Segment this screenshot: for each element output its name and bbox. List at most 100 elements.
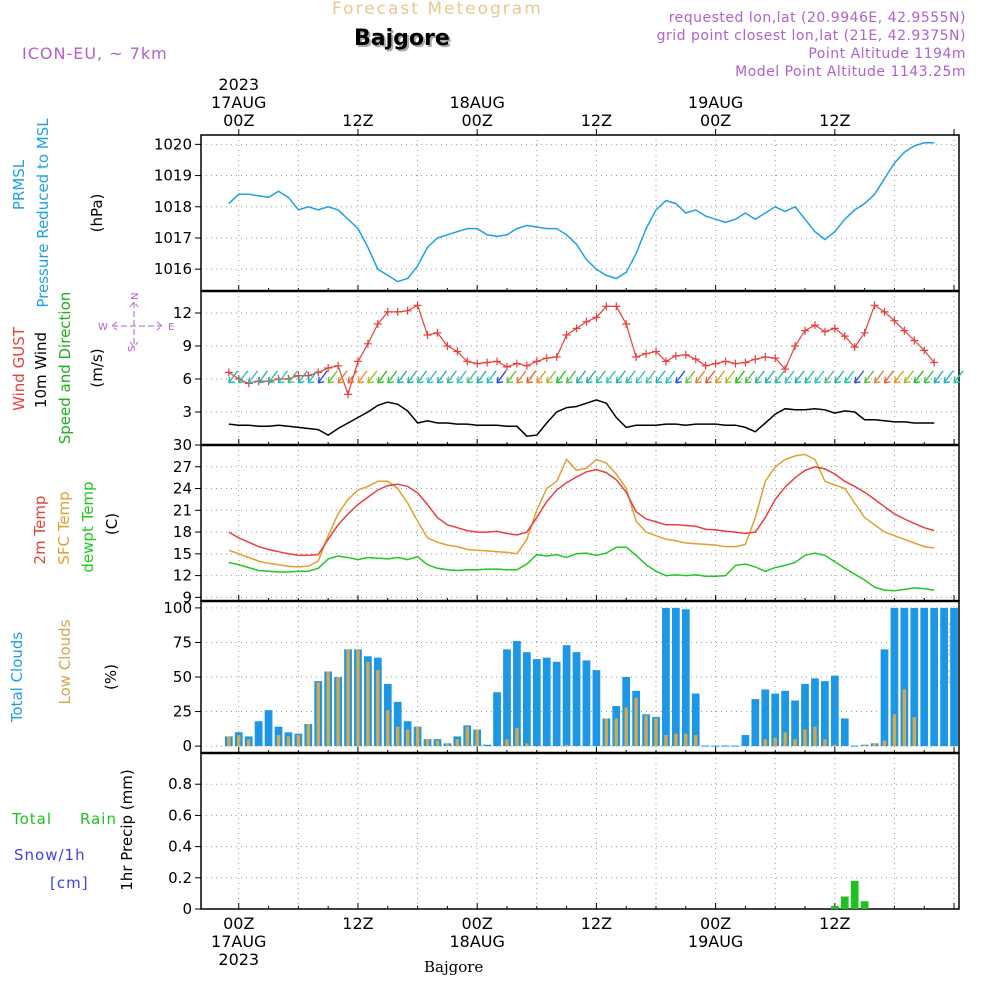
wind-direction-arrowhead [615, 376, 623, 384]
low-cloud-bar [694, 735, 698, 747]
wind-direction-arrow [675, 370, 686, 384]
clouds-label-total: Total Clouds [8, 632, 26, 724]
wind-direction-arrowhead [516, 376, 524, 384]
wind-direction-arrow [605, 370, 616, 384]
gust-marker [671, 351, 680, 360]
low-cloud-bar [823, 739, 827, 747]
top-time-label: 17AUG [211, 93, 266, 112]
gust-marker [860, 328, 869, 337]
wind-direction-arrow [327, 370, 338, 384]
wind-direction-arrow [357, 370, 368, 384]
gust-marker [801, 326, 810, 335]
low-cloud-bar [614, 718, 618, 747]
total-cloud-bar [880, 649, 889, 747]
gust-marker [691, 355, 700, 364]
total-cloud-bar [940, 607, 948, 747]
wind-direction-arrowhead [277, 376, 285, 384]
wind-direction-arrow [307, 370, 318, 384]
gust-marker [632, 353, 641, 361]
gust-marker [344, 390, 353, 399]
low-cloud-bar [405, 729, 410, 747]
wind-direction-arrowhead [406, 376, 414, 384]
wind-direction-arrowhead [476, 376, 484, 384]
temp-label-unit: (C) [103, 513, 121, 535]
gust-marker [473, 359, 482, 368]
panel-4: 0 0.2 0.4 0.6 0.8 [168, 752, 960, 918]
y-tick-label: 21 [173, 501, 192, 519]
gust-marker [363, 339, 372, 348]
bottom-time-label: 12Z [819, 914, 850, 933]
wind-direction-arrowhead [784, 376, 792, 384]
low-cloud-bar [664, 735, 668, 747]
wind-direction-arrowhead [556, 376, 563, 384]
gust-marker [791, 342, 800, 350]
wind-direction-arrowhead [933, 376, 941, 384]
rain-bar [840, 896, 849, 909]
total-cloud-bar [930, 607, 939, 747]
wind-direction-arrow [297, 370, 308, 384]
low-cloud-bar [465, 726, 469, 747]
wind-direction-arrow [734, 370, 745, 384]
y-tick-label: 0.4 [168, 838, 192, 856]
low-cloud-bar [515, 728, 519, 747]
gust-marker [572, 324, 581, 333]
low-cloud-bar [634, 697, 638, 747]
y-tick-label: 75 [173, 633, 192, 651]
wind-direction-arrow [476, 370, 487, 384]
model-name: ICON-EU, ~ 7km [22, 44, 168, 63]
low-cloud-bar [237, 735, 241, 747]
low-cloud-bar [366, 661, 370, 747]
gust-marker [612, 302, 621, 311]
compass-north: N [130, 293, 141, 300]
gust-marker [334, 361, 343, 370]
top-time-label: 19AUG [688, 93, 743, 112]
wind-direction-arrowhead [645, 376, 653, 384]
wind-direction-arrow [486, 370, 497, 384]
clouds-label-low: Low Clouds [56, 619, 74, 704]
wind-direction-arrow [774, 370, 785, 384]
wind-direction-arrow [317, 370, 328, 384]
y-tick-label: 9 [182, 337, 192, 355]
gust-marker [810, 321, 819, 330]
rain-bar [830, 905, 839, 909]
gust-marker [443, 342, 452, 350]
wind-direction-arrow [665, 370, 676, 384]
total-cloud-bar [741, 735, 750, 747]
y-tick-label: 0.6 [168, 806, 192, 824]
wind-direction-arrowhead [496, 376, 504, 384]
total-cloud-bar [900, 607, 909, 747]
low-cloud-bar [902, 689, 907, 747]
wind-direction-arrowhead [248, 376, 255, 384]
gust-marker [552, 353, 561, 361]
wind-direction-arrow [526, 370, 537, 384]
sfc-temp-line [228, 453, 935, 568]
wind-direction-arrowhead [774, 376, 782, 384]
low-cloud-bar [336, 677, 340, 747]
y-tick-label: 0.8 [168, 775, 192, 793]
wind-direction-arrowhead [625, 376, 633, 384]
gust-marker [701, 361, 710, 370]
wind-direction-arrowhead [705, 376, 712, 384]
gust-marker [761, 353, 770, 361]
top-time-label: 00Z [223, 111, 254, 130]
wind-direction-arrowhead [506, 376, 514, 384]
wind-direction-arrowhead [466, 376, 474, 384]
pressure-label-unit: (hPa) [88, 194, 106, 233]
wind-direction-arrowhead [436, 376, 444, 384]
y-tick-label: 24 [173, 480, 192, 498]
total-cloud-bar [662, 607, 670, 747]
compass-south: S [127, 346, 138, 352]
total-cloud-bar [890, 607, 899, 747]
wind-direction-arrow [655, 370, 666, 384]
wind-direction-arrowhead [257, 376, 265, 384]
panel-frame [200, 444, 960, 602]
total-cloud-bar [582, 660, 591, 747]
wind-direction-arrow [953, 370, 964, 384]
wind-direction-arrow [277, 370, 289, 384]
wind-label-unit: (m/s) [88, 348, 106, 387]
wind-direction-arrowhead [923, 376, 931, 384]
wind-direction-arrowhead [416, 376, 424, 384]
wind-direction-arrow [893, 370, 904, 384]
wind-direction-arrow [436, 370, 447, 384]
low-cloud-bar [246, 739, 251, 747]
